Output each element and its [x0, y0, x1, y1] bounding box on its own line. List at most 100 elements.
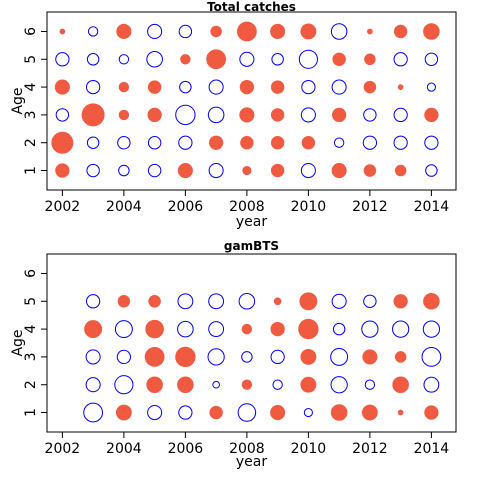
bubble-positive	[394, 351, 407, 363]
bubble-positive	[361, 404, 378, 421]
bubble-positive	[51, 131, 74, 154]
bubble-negative	[86, 136, 100, 149]
bubble-positive	[392, 376, 409, 393]
x-tick-label: 2010	[291, 199, 327, 215]
x-tick-label: 2008	[229, 199, 265, 215]
y-tick-label: 5	[23, 55, 39, 64]
y-tick-label: 1	[23, 408, 39, 417]
panel-gambts: gamBTS 2002 2004 2006 2008 2010 2012 2014 1 2 3 4 5…	[10, 239, 457, 470]
bubble-positive	[270, 80, 285, 94]
bubble-positive	[118, 109, 130, 121]
bubble-negative	[118, 54, 130, 65]
x-tick-label: 2004	[106, 441, 142, 457]
bubble-positive	[117, 295, 131, 308]
bubble-positive	[367, 28, 373, 35]
bubble-negative	[421, 347, 442, 367]
bubble-negative	[178, 135, 193, 150]
bubble-negative	[422, 320, 441, 338]
bubble-positive	[241, 323, 253, 335]
bubble-positive	[397, 84, 404, 90]
bubble-positive	[175, 346, 196, 368]
y-tick-label: 5	[23, 297, 39, 306]
x-tick-label: 2014	[414, 441, 450, 457]
bubble-positive	[362, 349, 378, 365]
bubble-positive	[270, 163, 285, 178]
bubble-positive	[84, 320, 103, 339]
bubble-positive	[55, 163, 70, 178]
x-tick-label: 2012	[352, 199, 388, 215]
bubble-negative	[330, 23, 348, 40]
x-tick-label: 2012	[352, 441, 388, 457]
bubble-negative	[330, 376, 348, 394]
bubble-positive	[209, 405, 223, 420]
bubble-positive	[300, 348, 317, 365]
bubble-negative	[55, 108, 70, 122]
bubble-negative	[392, 320, 410, 338]
bubble-negative	[332, 322, 346, 336]
bubble-positive	[145, 319, 164, 339]
bubble-positive	[177, 376, 194, 393]
bubble-negative	[393, 52, 408, 67]
y-tick-label: 4	[23, 325, 39, 334]
bubble-negative	[177, 320, 194, 338]
bubble-negative	[114, 320, 133, 339]
bubbles	[83, 292, 442, 423]
y-tick-label: 1	[23, 166, 39, 175]
bubble-negative	[83, 402, 104, 423]
bubble-negative	[147, 163, 162, 178]
bubble-positive	[239, 79, 255, 95]
bubble-positive	[364, 53, 376, 66]
x-tick-label: 2006	[168, 199, 204, 215]
bubble-positive	[423, 293, 440, 310]
y-tick-label: 6	[23, 269, 39, 278]
bubble-negative	[298, 49, 318, 69]
bubble-positive	[118, 81, 130, 93]
bubble-negative	[363, 294, 377, 308]
bubble-negative	[208, 79, 224, 95]
bubble-positive	[330, 404, 348, 421]
bubble-negative	[238, 293, 256, 310]
bubble-negative	[301, 79, 316, 95]
bubble-negative	[212, 380, 220, 389]
bubble-negative	[86, 163, 100, 178]
bubble-positive	[147, 80, 162, 94]
bubble-negative	[87, 26, 99, 37]
bubble-negative	[146, 51, 163, 68]
bubbles	[51, 21, 440, 179]
x-tick-label: 2010	[291, 441, 327, 457]
bubble-positive	[331, 162, 347, 179]
bubble-positive	[270, 136, 285, 150]
x-axis-label: year	[236, 214, 267, 230]
bubble-positive	[242, 165, 252, 176]
bubble-positive	[300, 23, 317, 40]
bubble-negative	[147, 23, 163, 40]
bubble-positive	[206, 49, 227, 70]
bubble-positive	[300, 376, 317, 393]
bubble-negative	[331, 293, 347, 309]
bubble-negative	[175, 104, 196, 126]
bubble-positive	[424, 107, 439, 123]
bubble-negative	[86, 53, 100, 66]
bubble-negative	[424, 135, 439, 150]
bubble-negative	[208, 162, 224, 179]
bubble-positive	[273, 297, 282, 306]
y-axis-label: Age	[10, 329, 26, 356]
plot-frame	[46, 11, 457, 191]
bubble-negative	[426, 82, 436, 92]
bubble-negative	[207, 348, 225, 366]
bubble-negative	[114, 375, 134, 395]
panel-title: Total catches	[207, 0, 296, 14]
bubble-positive	[81, 103, 105, 127]
bubble-positive	[397, 409, 404, 416]
x-tick-label: 2002	[45, 441, 81, 457]
bubble-negative	[147, 136, 162, 150]
bubble-negative	[393, 107, 408, 123]
y-tick-label: 3	[23, 352, 39, 361]
bubble-positive	[210, 25, 222, 38]
bubble-negative	[207, 106, 225, 124]
bubble-positive	[115, 404, 132, 421]
bubble-positive	[237, 21, 257, 42]
bubble-negative	[237, 403, 257, 422]
bubble-positive	[147, 107, 162, 123]
